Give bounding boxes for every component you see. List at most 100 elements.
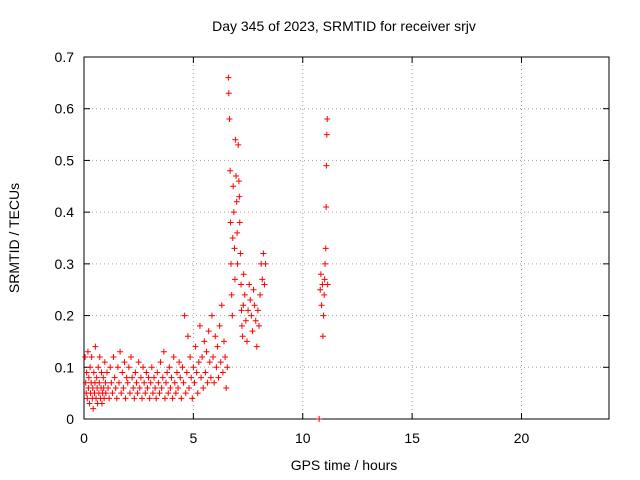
data-point: [318, 302, 325, 309]
data-point: [179, 364, 186, 371]
data-point: [83, 369, 90, 376]
data-point: [145, 374, 152, 381]
data-point: [157, 359, 164, 366]
data-point: [149, 390, 156, 397]
data-point: [247, 297, 254, 304]
data-point: [116, 379, 122, 386]
data-point: [154, 369, 161, 376]
data-point: [181, 312, 188, 319]
data-point: [96, 353, 103, 360]
y-tick-label: 0.6: [55, 101, 75, 117]
data-point: [212, 333, 219, 340]
x-tick-label: 5: [189, 430, 197, 446]
data-point: [205, 328, 212, 335]
data-point: [316, 416, 323, 422]
data-point: [238, 322, 245, 329]
data-point: [122, 395, 129, 402]
data-point: [252, 317, 259, 324]
x-tick-label: 0: [80, 430, 88, 446]
y-tick-label: 0.3: [55, 256, 75, 272]
data-point: [232, 136, 239, 143]
data-point: [202, 369, 209, 376]
data-point: [159, 374, 166, 381]
data-point: [137, 374, 144, 381]
data-point: [260, 250, 267, 257]
data-point: [321, 291, 328, 298]
data-point: [256, 322, 262, 329]
data-point: [101, 359, 108, 366]
data-point: [100, 374, 107, 381]
data-point: [207, 374, 214, 381]
data-point: [188, 374, 195, 381]
data-point: [238, 281, 245, 288]
data-point: [136, 384, 143, 391]
data-point: [230, 209, 237, 216]
data-point: [233, 198, 240, 205]
data-point: [105, 384, 112, 391]
data-point: [87, 364, 94, 371]
x-tick-label: 20: [514, 430, 530, 446]
data-point: [242, 317, 249, 324]
data-point: [144, 384, 151, 391]
data-point: [134, 390, 141, 397]
data-point: [250, 286, 257, 293]
data-point: [106, 395, 113, 402]
data-point: [143, 369, 150, 376]
data-point: [135, 359, 142, 366]
data-point: [223, 384, 230, 391]
data-point: [236, 219, 243, 226]
data-point: [187, 353, 194, 360]
data-point: [85, 374, 92, 381]
data-point: [141, 379, 148, 386]
data-point: [148, 364, 155, 371]
data-point: [114, 364, 121, 371]
data-point: [219, 369, 226, 376]
data-point: [176, 359, 183, 366]
data-point: [102, 390, 109, 397]
data-point: [123, 374, 130, 381]
data-point: [226, 116, 233, 123]
data-point: [238, 307, 245, 314]
y-tick-label: 0.1: [55, 359, 75, 375]
data-point: [225, 90, 232, 97]
y-tick-label: 0.5: [55, 152, 75, 168]
chart-title: Day 345 of 2023, SRMTID for receiver srj…: [212, 18, 476, 34]
data-point: [178, 395, 185, 402]
data-point: [165, 390, 172, 397]
data-point: [192, 343, 199, 350]
data-point: [180, 379, 187, 386]
data-point: [84, 348, 91, 355]
data-point: [218, 302, 225, 309]
data-point: [224, 364, 231, 371]
data-point: [215, 374, 222, 381]
data-point: [240, 271, 247, 278]
data-point: [166, 364, 173, 371]
data-point: [259, 276, 266, 283]
data-point: [253, 343, 260, 350]
y-tick-label: 0.4: [55, 204, 75, 220]
data-point: [190, 364, 197, 371]
y-tick-label: 0: [66, 411, 74, 427]
data-point: [234, 260, 241, 267]
data-point: [228, 291, 235, 298]
data-point: [95, 364, 102, 371]
data-point: [204, 379, 211, 386]
data-point: [191, 379, 198, 386]
data-point: [98, 369, 105, 376]
data-point: [323, 203, 330, 210]
data-point: [131, 395, 138, 402]
data-point: [140, 364, 147, 371]
data-point: [121, 359, 128, 366]
y-ticks: 0 0.1 0.2 0.3 0.4 0.5 0.6 0.7: [55, 49, 609, 427]
data-point: [241, 291, 248, 298]
x-axis-label: GPS time / hours: [291, 457, 398, 473]
data-point: [90, 405, 97, 412]
data-point: [251, 302, 258, 309]
grid-lines: [84, 57, 609, 419]
data-point: [183, 369, 190, 376]
data-point: [229, 235, 236, 241]
data-point: [167, 384, 174, 391]
data-point: [163, 379, 170, 386]
data-point: [194, 390, 201, 397]
data-point: [213, 364, 220, 371]
